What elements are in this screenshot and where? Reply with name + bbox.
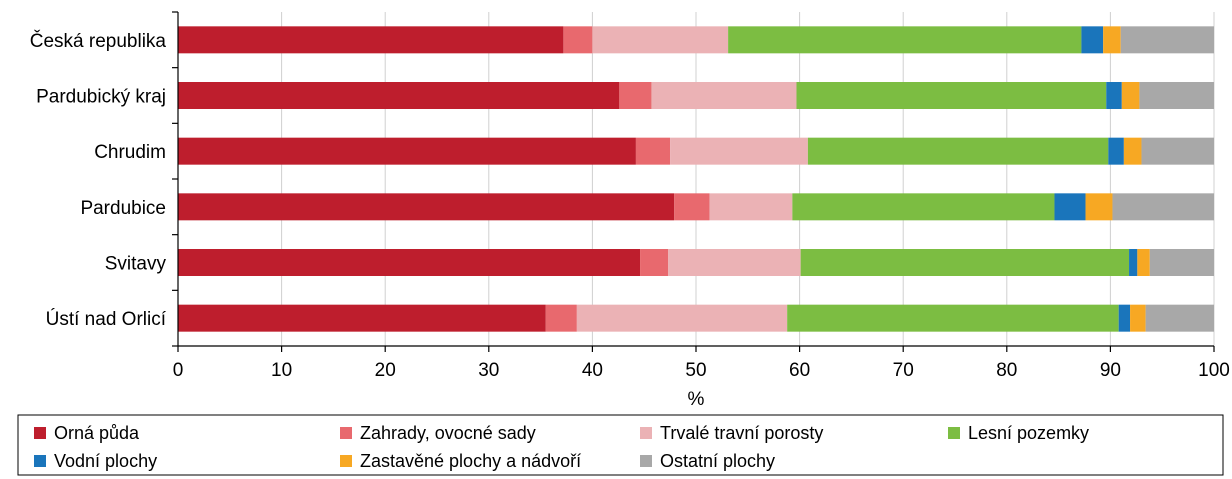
axes	[172, 11, 1215, 352]
x-axis-label: %	[688, 389, 705, 410]
x-tick-label: 30	[478, 360, 499, 381]
bar-segment	[670, 137, 808, 165]
legend: Orná půda Zahrady, ovocné sady Trvalé trav…	[17, 414, 1224, 476]
bar-segment	[1108, 137, 1124, 165]
bar-segment	[1130, 304, 1146, 332]
legend-swatch	[640, 455, 652, 467]
bar-segment	[545, 304, 577, 332]
bar-segment	[709, 193, 793, 221]
bar-segment	[1103, 26, 1121, 54]
bar-segment	[800, 249, 1130, 276]
bar-segment	[807, 137, 1109, 165]
bar-segment	[1120, 26, 1214, 54]
legend-label: Zastavěné plochy a nádvoří	[360, 451, 581, 471]
legend-swatch	[640, 427, 652, 439]
bar-segment	[668, 249, 801, 276]
bar-segment	[728, 26, 1082, 54]
bar-segment	[1149, 249, 1214, 276]
bar-segments	[178, 26, 1214, 332]
bar-segment	[1145, 304, 1214, 332]
grid-lines	[281, 12, 1215, 346]
x-tick-label: 60	[789, 360, 810, 381]
legend-label: Ostatní plochy	[660, 451, 775, 471]
x-tick-label: 20	[375, 360, 396, 381]
x-tick-label: 90	[1100, 360, 1121, 381]
legend-label: Orná půda	[54, 423, 140, 443]
x-tick-label: 50	[685, 360, 706, 381]
legend-swatch	[948, 427, 960, 439]
category-label: Pardubice	[80, 198, 166, 219]
bar-segment	[1121, 82, 1140, 109]
bar-segment	[1123, 137, 1142, 165]
legend-swatch	[34, 455, 46, 467]
bar-segment	[1081, 26, 1104, 54]
bar-segment	[1085, 193, 1113, 221]
legend-frame	[17, 414, 1224, 476]
bar-segment	[178, 26, 564, 54]
bar-segment	[178, 82, 620, 109]
bar-segment	[1054, 193, 1086, 221]
bar-segment	[1141, 137, 1214, 165]
bar-segment	[1118, 304, 1131, 332]
category-label: Ústí nad Orlicí	[46, 308, 167, 330]
bar-segment	[792, 193, 1055, 221]
x-tick-label: 0	[173, 360, 184, 381]
bar-segment	[1112, 193, 1214, 221]
bar-segment	[178, 249, 641, 276]
x-tick-label: 80	[996, 360, 1017, 381]
bar-segment	[1137, 249, 1150, 276]
bar-segment	[674, 193, 710, 221]
bar-segment	[592, 26, 729, 54]
category-labels: Česká republika Pardubický kraj Chrudim Par…	[30, 30, 167, 330]
legend-swatch	[340, 455, 352, 467]
bar-segment	[576, 304, 788, 332]
bar-segment	[640, 249, 669, 276]
bar-segment	[1106, 82, 1122, 109]
x-tick-label: 100	[1198, 360, 1230, 381]
legend-label: Vodní plochy	[54, 451, 157, 471]
legend-swatch	[34, 427, 46, 439]
legend-label: Lesní pozemky	[968, 423, 1089, 443]
legend-swatch	[340, 427, 352, 439]
legend-label: Zahrady, ovocné sady	[360, 423, 536, 443]
bar-segment	[1139, 82, 1214, 109]
category-label: Pardubický kraj	[36, 87, 166, 108]
bar-segment	[178, 193, 675, 221]
category-label: Svitavy	[105, 254, 167, 275]
x-tick-labels: 0 10 20 30 40 50 60 70 80 90 100	[173, 360, 1230, 381]
bar-segment	[178, 137, 636, 165]
bar-segment	[635, 137, 671, 165]
bar-segment	[787, 304, 1119, 332]
bar-segment	[563, 26, 593, 54]
x-tick-label: 40	[582, 360, 603, 381]
category-label: Chrudim	[94, 142, 166, 163]
bar-segment	[796, 82, 1107, 109]
bar-segment	[651, 82, 797, 109]
legend-label: Trvalé travní porosty	[660, 423, 823, 443]
bar-segment	[178, 304, 546, 332]
x-tick-label: 70	[893, 360, 914, 381]
category-label: Česká republika	[30, 30, 167, 52]
bar-segment	[1129, 249, 1138, 276]
bar-segment	[619, 82, 652, 109]
x-tick-label: 10	[271, 360, 292, 381]
